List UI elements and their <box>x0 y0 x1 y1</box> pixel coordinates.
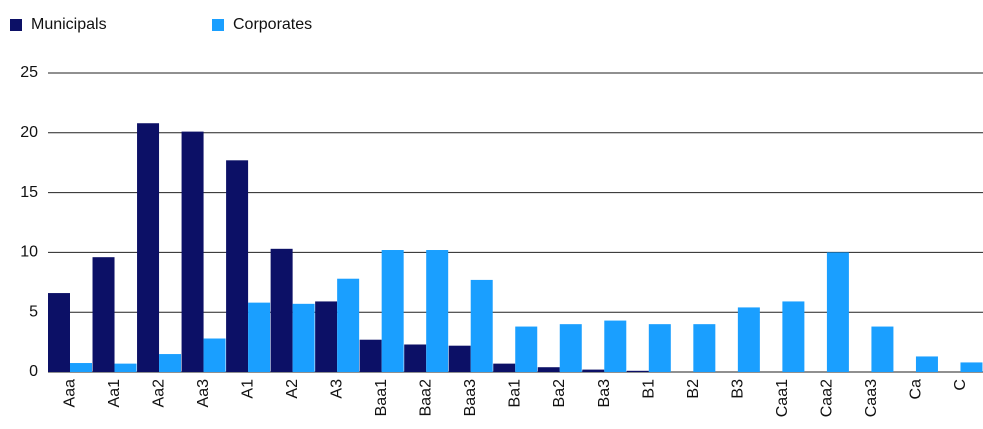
bar <box>626 370 649 372</box>
bar <box>960 362 983 372</box>
bar <box>448 345 471 372</box>
x-tick-label: Ba1 <box>507 379 524 408</box>
legend-swatch <box>10 19 22 31</box>
x-tick-label: Baa1 <box>373 379 390 416</box>
bar <box>493 363 516 372</box>
bar <box>292 303 315 372</box>
bar <box>470 279 493 372</box>
bar <box>537 367 560 372</box>
bar <box>92 257 115 372</box>
x-tick-label: B2 <box>685 379 702 399</box>
x-tick-label: Caa3 <box>863 379 880 417</box>
y-tick-label: 10 <box>20 244 38 261</box>
x-tick-label: Ba3 <box>596 379 613 408</box>
bar <box>404 344 427 372</box>
bar <box>915 356 938 372</box>
x-tick-label: A3 <box>329 379 346 399</box>
x-tick-label: B1 <box>640 379 657 399</box>
bar <box>114 363 137 372</box>
x-tick-label: Aa2 <box>151 379 168 408</box>
bar <box>693 324 716 372</box>
y-tick-label: 15 <box>20 184 38 201</box>
x-tick-label: Ba2 <box>551 379 568 408</box>
x-tick-label: B3 <box>729 379 746 399</box>
bar <box>226 160 249 372</box>
x-tick-label: C <box>952 379 969 391</box>
x-tick-label: A1 <box>240 379 257 399</box>
x-tick-label: Aa3 <box>195 379 212 408</box>
bar <box>515 326 538 372</box>
y-tick-label: 25 <box>20 64 38 81</box>
bar <box>737 307 760 372</box>
bar <box>159 354 182 372</box>
bar <box>248 302 271 372</box>
bar <box>48 293 70 372</box>
bar <box>782 301 805 372</box>
bar <box>559 324 582 372</box>
bar <box>582 369 605 372</box>
x-tick-label: Aa1 <box>106 379 123 408</box>
bar <box>381 250 404 372</box>
legend-label: Municipals <box>31 16 107 33</box>
x-tick-label: Baa3 <box>462 379 479 416</box>
y-tick-label: 5 <box>29 303 38 320</box>
bar <box>337 278 360 372</box>
x-tick-label: Aaa <box>61 379 78 408</box>
x-tick-label: A2 <box>284 379 301 399</box>
bar <box>871 326 894 372</box>
x-tick-label: Ca <box>907 379 924 400</box>
bar <box>315 301 338 372</box>
x-tick-label: Caa2 <box>818 379 835 417</box>
bar <box>826 252 849 372</box>
y-tick-label: 20 <box>20 124 38 141</box>
bar <box>137 123 160 373</box>
bar <box>604 320 627 372</box>
x-tick-label: Baa2 <box>418 379 435 416</box>
bar <box>70 363 92 372</box>
x-tick-label: Caa1 <box>774 379 791 417</box>
bar <box>270 248 293 372</box>
bar <box>359 339 382 372</box>
y-tick-label: 0 <box>29 363 38 380</box>
bar <box>181 131 204 372</box>
legend-label: Corporates <box>233 16 312 33</box>
bar <box>648 324 671 372</box>
legend-swatch <box>212 19 224 31</box>
bar <box>426 250 449 372</box>
bar <box>203 338 226 372</box>
